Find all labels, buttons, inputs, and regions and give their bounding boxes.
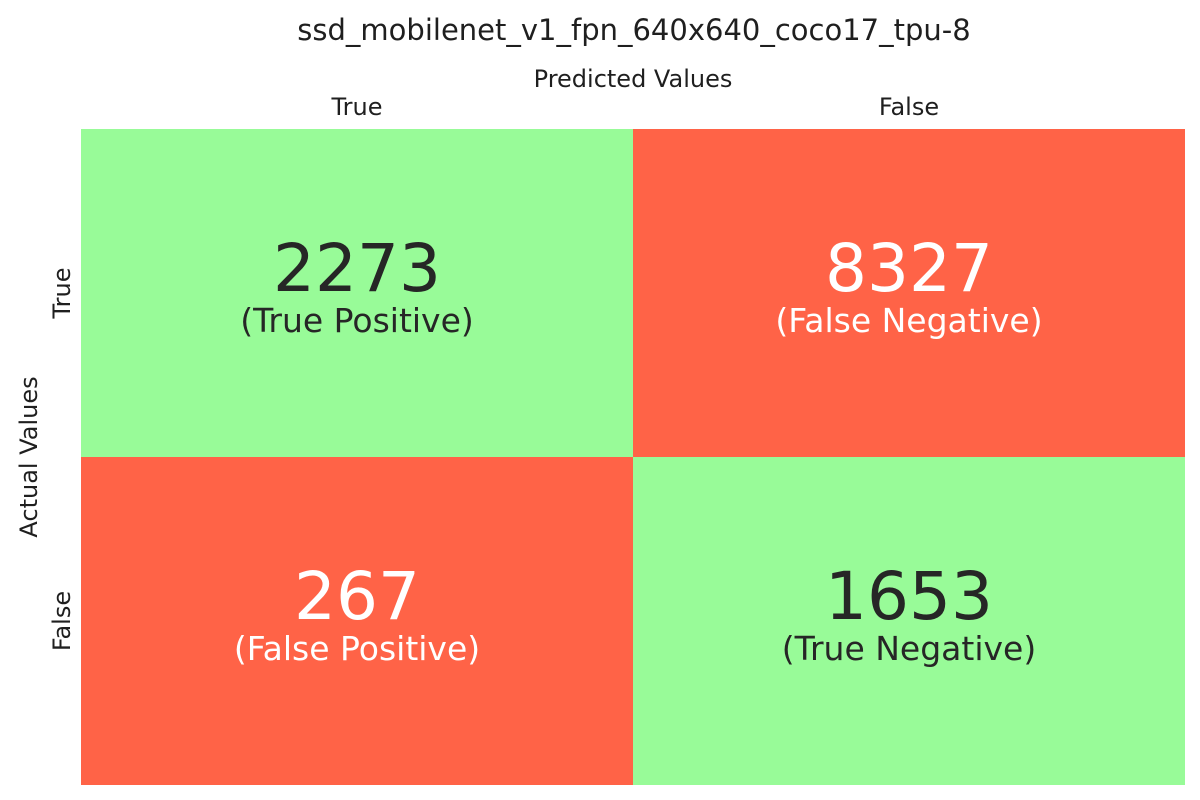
- cell-false-negative: 8327 (False Negative): [633, 129, 1185, 457]
- cell-value: 2273: [273, 230, 441, 307]
- y-tick-label-false: False: [48, 590, 76, 652]
- cell-true-negative: 1653 (True Negative): [633, 457, 1185, 785]
- x-tick-label-false: False: [878, 93, 940, 121]
- cell-value: 267: [294, 558, 420, 635]
- cell-label: (False Negative): [775, 301, 1043, 340]
- x-tick-label-true: True: [331, 93, 383, 121]
- chart-title: ssd_mobilenet_v1_fpn_640x640_coco17_tpu-…: [297, 13, 971, 47]
- y-axis-label: Actual Values: [15, 376, 43, 538]
- x-axis-label: Predicted Values: [533, 65, 733, 93]
- cell-label: (True Negative): [781, 629, 1037, 668]
- cell-value: 1653: [825, 558, 993, 635]
- cell-false-positive: 267 (False Positive): [81, 457, 633, 785]
- cell-value: 8327: [825, 230, 993, 307]
- cell-true-positive: 2273 (True Positive): [81, 129, 633, 457]
- confusion-matrix-grid: 2273 (True Positive) 8327 (False Negativ…: [81, 129, 1185, 785]
- y-tick-label-true: True: [48, 267, 76, 319]
- cell-label: (False Positive): [233, 629, 481, 668]
- cell-label: (True Positive): [240, 301, 474, 340]
